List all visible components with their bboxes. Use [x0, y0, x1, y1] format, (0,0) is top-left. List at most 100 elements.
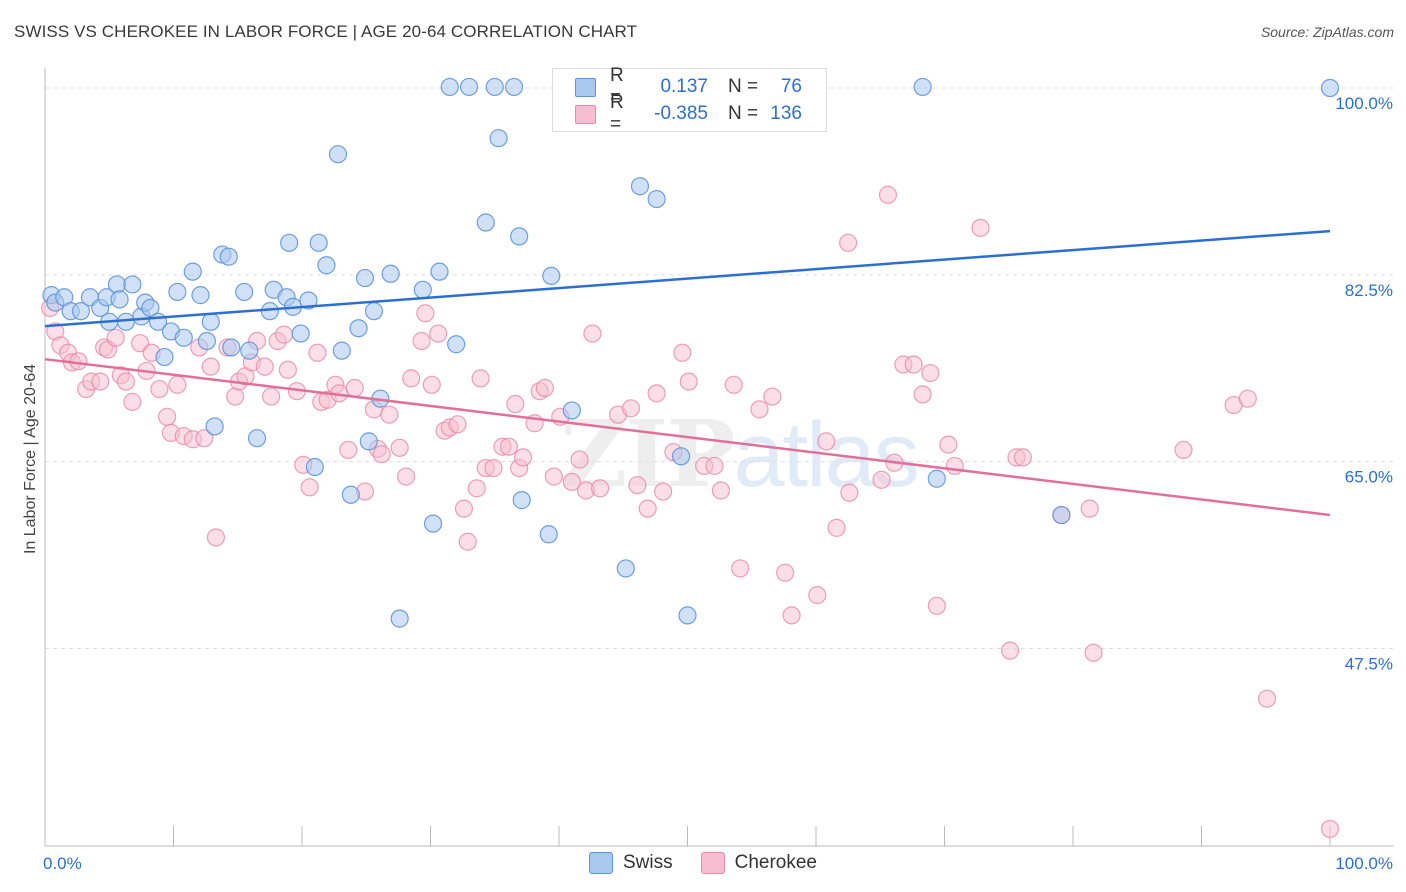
swiss-point [235, 282, 254, 302]
cherokee-point [422, 375, 441, 394]
legend-swatch-swiss [575, 77, 596, 97]
cherokee-point [123, 392, 142, 411]
swiss-point [562, 401, 581, 420]
cherokee-point [506, 394, 525, 414]
cherokee-point [390, 438, 409, 457]
cherokee-point [621, 399, 641, 418]
legend-swiss-n-label: N = [728, 76, 759, 97]
cherokee-point [448, 415, 467, 434]
swiss-point [201, 312, 220, 331]
swiss-point [240, 341, 259, 360]
x-tick-label: 100.0% [1335, 854, 1393, 873]
swiss-point [927, 469, 946, 488]
cherokee-point [872, 470, 891, 489]
swiss-point [141, 298, 160, 318]
cherokee-point [345, 378, 364, 398]
swiss-point [440, 77, 459, 97]
legend-cherokee-n-label: N = [728, 103, 759, 124]
series-legend-cherokee: Cherokee [700, 852, 817, 874]
swiss-point [110, 290, 129, 309]
cherokee-point [840, 483, 859, 502]
swiss-point [309, 233, 328, 252]
series-legend-swiss-label: Swiss [622, 852, 673, 873]
y-tick-label: 100.0% [1335, 94, 1393, 113]
swiss-point [116, 312, 136, 331]
swiss-point [359, 432, 378, 451]
swiss-point [305, 457, 324, 477]
cherokee-point [570, 450, 589, 469]
cherokee-point [300, 478, 319, 497]
cherokee-point [591, 479, 610, 498]
cherokee-point [1000, 641, 1020, 660]
legend-swatch-cherokee [575, 104, 596, 124]
cherokee-point [921, 363, 940, 383]
cherokee-point [839, 233, 858, 252]
series-legend-swiss: Swiss [588, 852, 673, 874]
swiss-point [504, 77, 524, 97]
cherokee-point [1320, 819, 1340, 839]
cherokee-point [412, 331, 431, 351]
chart-source: Source: ZipAtlas.com [1260, 24, 1394, 40]
swiss-point [459, 77, 479, 97]
series-legend-cherokee-label: Cherokee [734, 852, 817, 873]
cherokee-point [372, 445, 391, 464]
swiss-point [155, 347, 174, 367]
cherokee-point [396, 467, 416, 486]
cherokee-point [467, 479, 486, 498]
swiss-point [647, 189, 666, 209]
legend-cherokee-n-value: 136 [770, 103, 802, 124]
y-tick-label: 82.5% [1345, 281, 1393, 300]
swiss-point [539, 525, 558, 544]
legend-swiss-n-value: 76 [780, 76, 802, 97]
cherokee-point [201, 357, 220, 376]
swiss-point [291, 324, 310, 343]
cherokee-point [1084, 643, 1103, 662]
swiss-point [913, 77, 932, 97]
cherokee-point [679, 372, 698, 391]
cherokee-trend-line [44, 357, 1331, 517]
cherokee-point [206, 528, 226, 547]
legend-row-cherokee: R = -0.385 N = 136 [575, 92, 802, 135]
cherokee-point [402, 369, 421, 388]
y-tick-label: 65.0% [1345, 468, 1393, 487]
cherokee-point [562, 472, 581, 492]
cherokee-point [535, 378, 554, 398]
cherokee-point [653, 482, 673, 501]
cherokee-point [638, 499, 657, 518]
cherokee-point [168, 375, 187, 394]
cherokee-point [1257, 689, 1277, 708]
swiss-point [247, 429, 267, 448]
swiss-point [364, 302, 384, 321]
cherokee-point [750, 400, 769, 419]
legend-row-swiss: R = 0.137 N = 76 [575, 65, 802, 108]
cherokee-point [647, 384, 666, 403]
cherokee-point [782, 606, 801, 625]
cherokee-point [817, 432, 836, 451]
series-legend: Swiss Cherokee [0, 852, 1406, 874]
cherokee-point [91, 372, 110, 391]
swiss-point [280, 233, 299, 252]
cherokee-point [308, 343, 327, 362]
cherokee-point [262, 387, 281, 406]
cherokee-point [255, 357, 274, 376]
cherokee-point [339, 440, 358, 460]
cherokee-point [106, 328, 125, 347]
swiss-point [381, 264, 400, 283]
swiss-series [42, 77, 1340, 628]
swiss-point [476, 213, 495, 232]
swiss-point [485, 77, 504, 97]
y-tick-label: 47.5% [1345, 654, 1393, 673]
cherokee-point [1080, 499, 1099, 518]
cherokee-point [157, 407, 177, 426]
swiss-point [299, 291, 318, 310]
cherokee-point [913, 385, 932, 404]
cherokee-point [278, 360, 297, 379]
swiss-point [512, 491, 531, 510]
cherokee-point [583, 324, 602, 343]
cherokee-point [274, 325, 294, 344]
cherokee-point [731, 559, 750, 578]
cherokee-point [195, 429, 214, 448]
swiss-point [219, 247, 238, 266]
cherokee-series [41, 185, 1340, 839]
chart-title: SWISS VS CHEROKEE IN LABOR FORCE | AGE 2… [14, 22, 638, 41]
